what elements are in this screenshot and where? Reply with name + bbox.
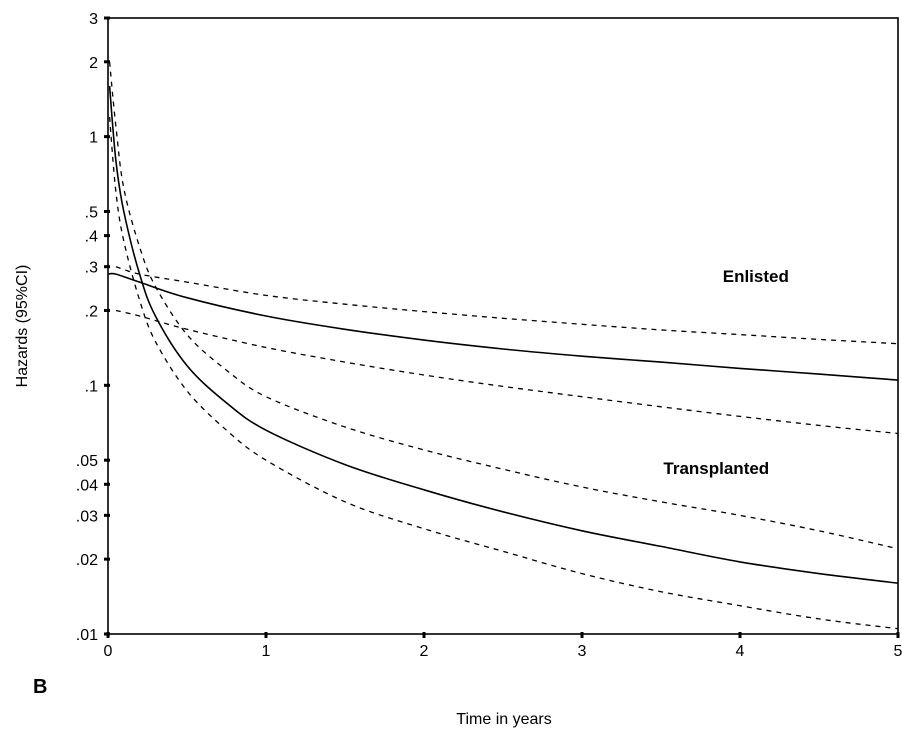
- series-layer: [107, 61, 899, 630]
- x-tick-label-4: 4: [736, 643, 745, 660]
- y-tick-label-7: .1: [85, 378, 98, 395]
- y-tick-label-1: 2: [89, 55, 98, 72]
- y-tick-label-11: .02: [76, 552, 98, 569]
- plot-frame: [107, 17, 899, 635]
- series-line-2: [115, 309, 899, 435]
- y-tick-label-0: 3: [89, 11, 98, 28]
- y-axis: 3 2 1 .5 .4 .3 .2 .1 .05 .04 .03 .02 .01: [76, 11, 110, 644]
- series-line-5: [108, 116, 899, 630]
- series-line-1: [115, 266, 899, 345]
- y-tick-label-10: .03: [76, 508, 98, 525]
- x-tick-label-2: 2: [420, 643, 429, 660]
- annotation-layer: Enlisted Transplanted: [663, 267, 788, 478]
- x-tick-label-0: 0: [104, 643, 113, 660]
- y-tick-label-5: .3: [85, 260, 98, 277]
- y-tick-label-3: .5: [85, 205, 98, 222]
- y-tick-label-12: .01: [76, 627, 98, 644]
- annotation-1: Transplanted: [663, 459, 769, 478]
- y-tick-label-4: .4: [85, 229, 98, 246]
- y-tick-label-8: .05: [76, 453, 98, 470]
- y-tick-label-2: 1: [89, 130, 98, 147]
- series-line-3: [108, 85, 899, 584]
- y-tick-label-9: .04: [76, 477, 98, 494]
- annotation-0: Enlisted: [723, 267, 789, 286]
- panel-label: B: [33, 676, 48, 698]
- series-line-4: [108, 61, 899, 550]
- x-tick-label-3: 3: [578, 643, 587, 660]
- x-tick-label-5: 5: [894, 643, 902, 660]
- y-axis-title: Hazards (95%CI): [14, 265, 31, 388]
- plot-border: [107, 17, 899, 635]
- x-tick-label-1: 1: [262, 643, 271, 660]
- y-tick-label-6: .2: [85, 303, 98, 320]
- x-axis: 0 1 2 3 4 5: [104, 632, 902, 660]
- x-axis-title: Time in years: [456, 711, 551, 728]
